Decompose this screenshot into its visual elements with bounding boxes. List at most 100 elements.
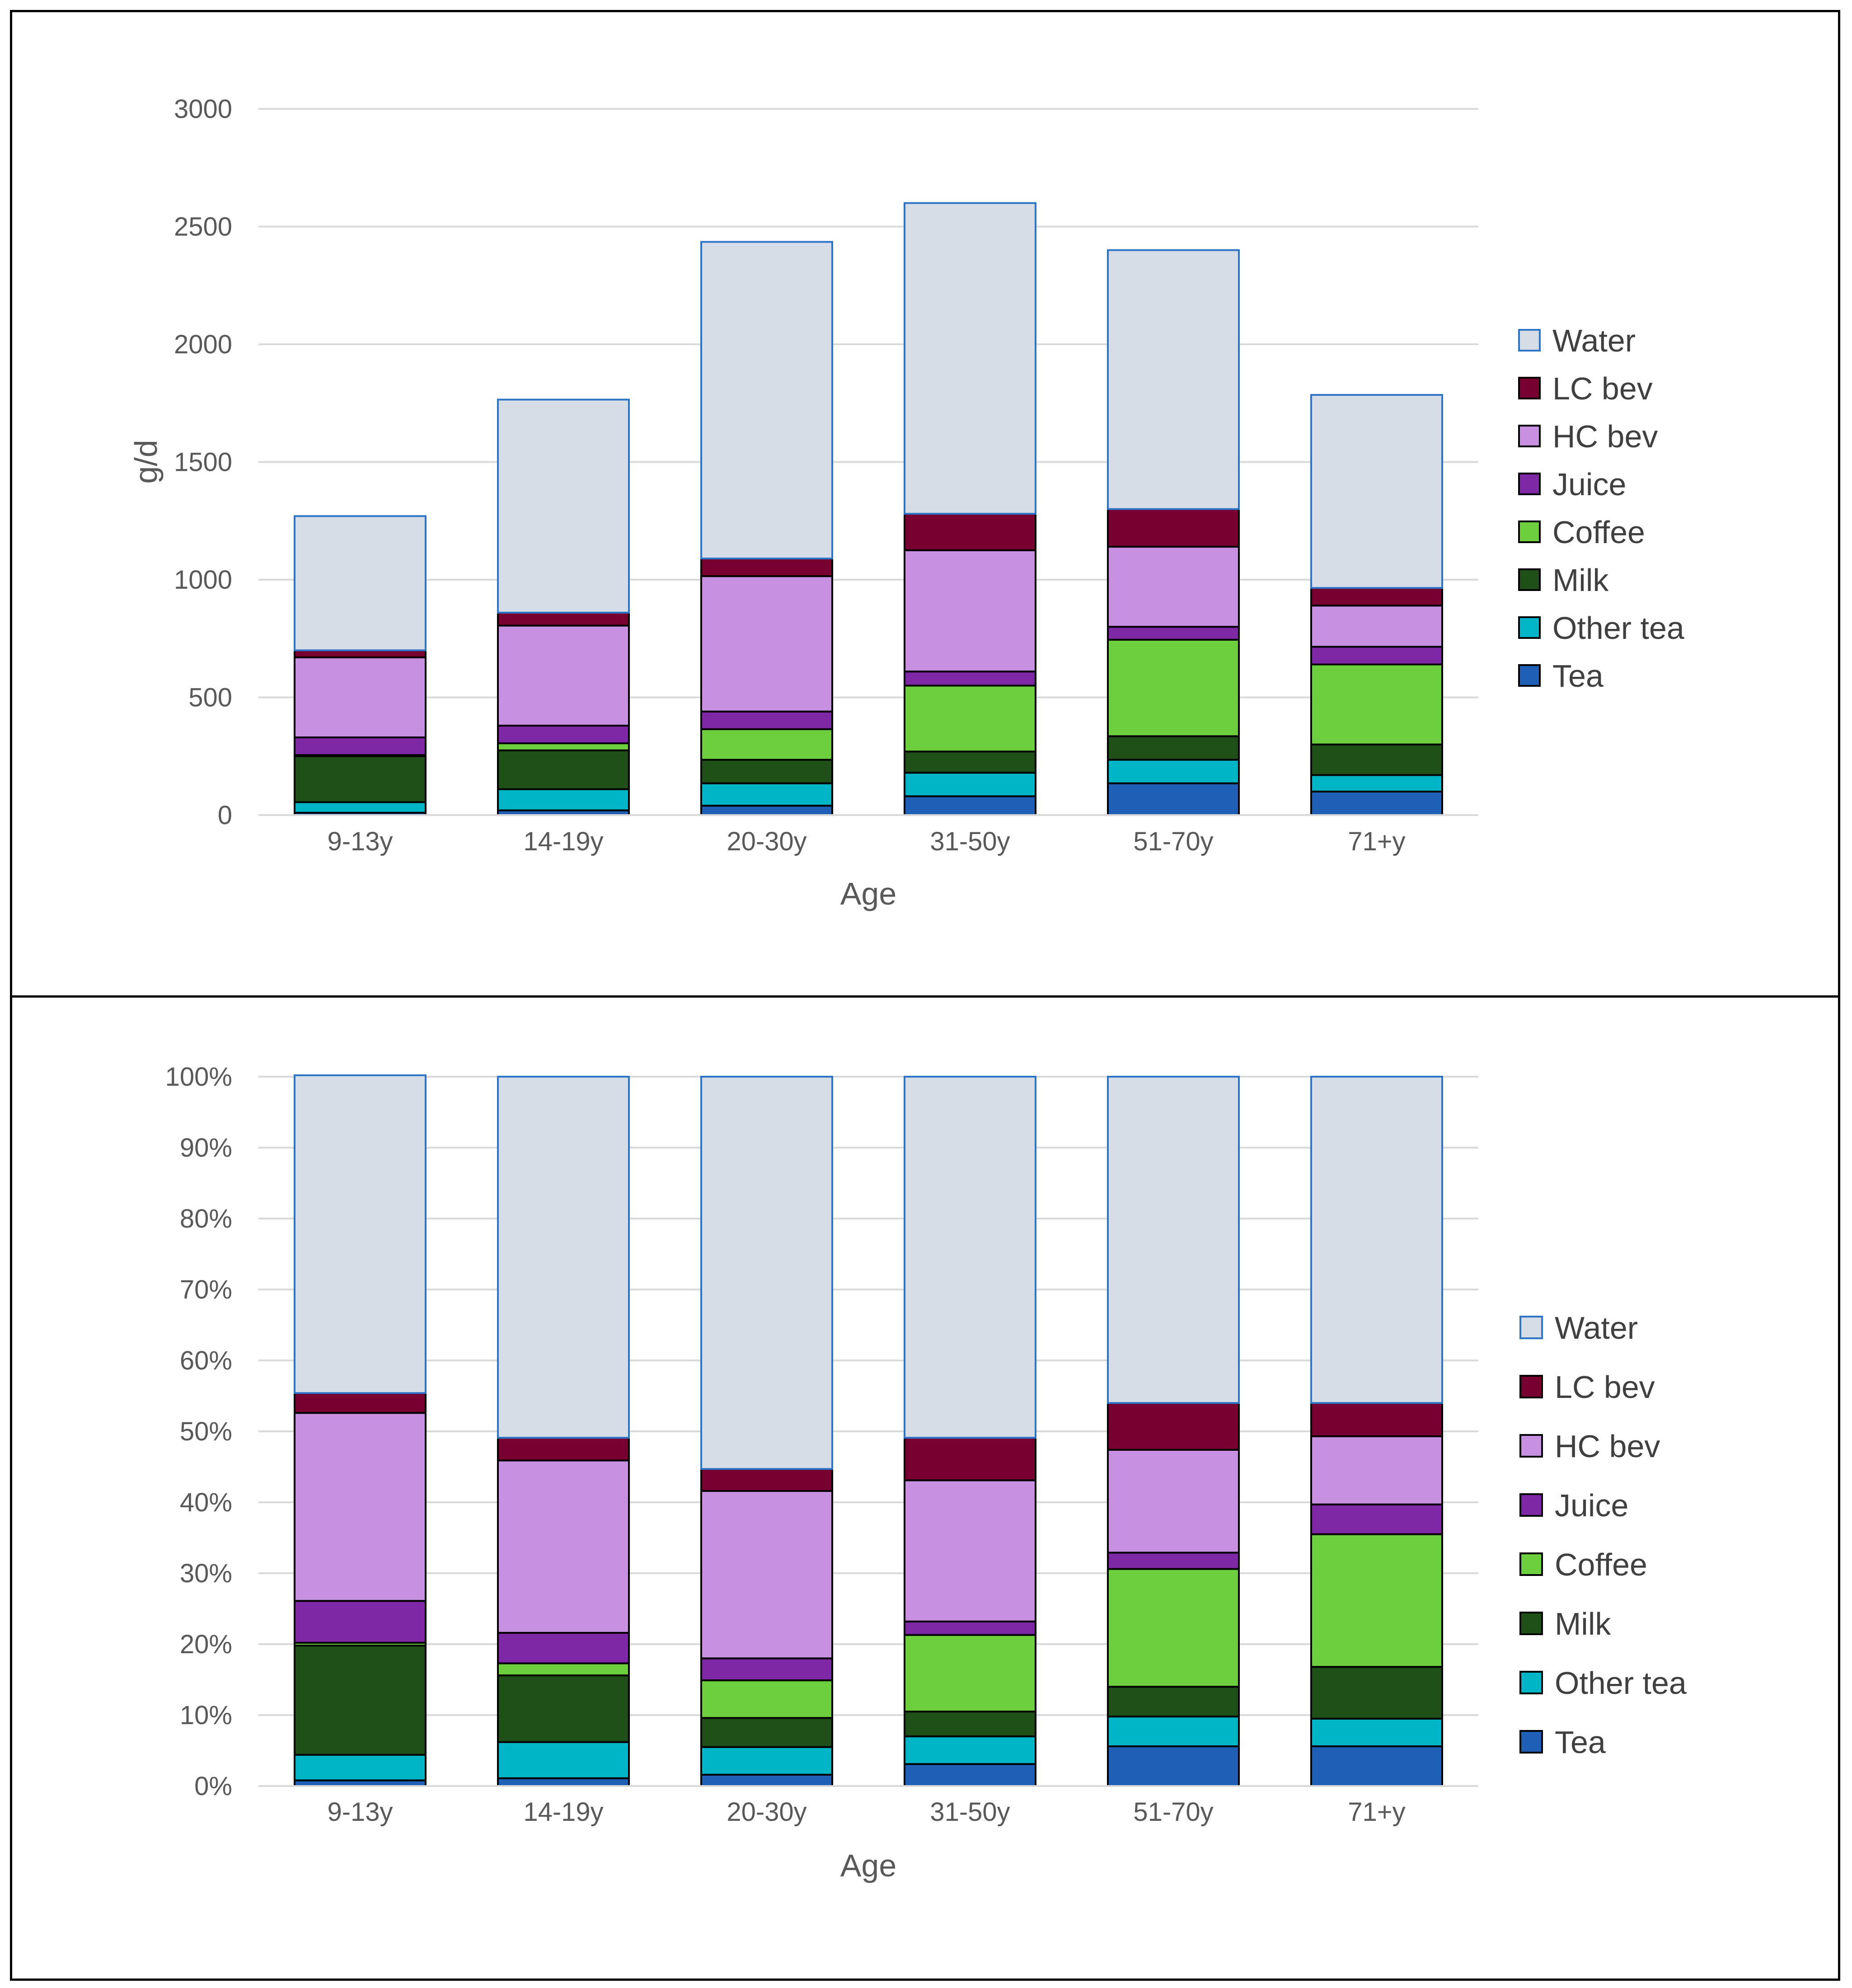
bar-segment-juice-14-19y bbox=[497, 1632, 630, 1664]
bar-segment-lc-bev-20-30y bbox=[700, 1468, 833, 1492]
x-tick-label: 31-50y bbox=[930, 827, 1010, 856]
bar-segment-lc-bev-20-30y bbox=[700, 558, 833, 577]
bar-segment-other-tea-20-30y bbox=[700, 1746, 833, 1776]
legend-swatch-other-tea bbox=[1519, 1671, 1543, 1694]
legend-label-other-tea: Other tea bbox=[1552, 610, 1684, 646]
bar-segment-milk-9-13y bbox=[294, 1645, 427, 1756]
bar-segment-tea-51-70y bbox=[1107, 782, 1240, 816]
bar-segment-hc-bev-51-70y bbox=[1107, 546, 1240, 628]
bar-segment-other-tea-71-y bbox=[1310, 1717, 1443, 1748]
legend-swatch-water bbox=[1518, 329, 1541, 352]
bar-segment-hc-bev-9-13y bbox=[294, 1412, 427, 1602]
bar-segment-tea-20-30y bbox=[700, 1773, 833, 1787]
legend-swatch-coffee bbox=[1519, 1552, 1543, 1576]
bar-segment-lc-bev-9-13y bbox=[294, 1392, 427, 1414]
legend-swatch-tea bbox=[1519, 1730, 1543, 1754]
bar-segment-other-tea-71-y bbox=[1310, 774, 1443, 792]
bar-segment-coffee-71-y bbox=[1310, 1533, 1443, 1668]
x-tick-label: 20-30y bbox=[727, 1797, 806, 1827]
bar-segment-milk-51-70y bbox=[1107, 735, 1240, 761]
bar-segment-milk-20-30y bbox=[700, 759, 833, 784]
bar-segment-water-31-50y bbox=[904, 202, 1036, 515]
bar-segment-milk-71-y bbox=[1310, 743, 1443, 776]
bar-segment-other-tea-51-70y bbox=[1107, 1716, 1240, 1748]
bar-segment-other-tea-14-19y bbox=[497, 1741, 630, 1779]
bar-segment-hc-bev-20-30y bbox=[700, 1490, 833, 1660]
y-tick-label: 100% bbox=[165, 1062, 232, 1092]
bar-segment-milk-14-19y bbox=[497, 1674, 630, 1743]
y-tick-label: 50% bbox=[180, 1417, 232, 1446]
bar-segment-juice-31-50y bbox=[904, 1620, 1036, 1636]
bar-segment-other-tea-14-19y bbox=[497, 788, 630, 811]
x-axis-title: Age bbox=[840, 1848, 897, 1883]
x-tick-label: 9-13y bbox=[327, 827, 393, 856]
bar-segment-coffee-71-y bbox=[1310, 663, 1443, 746]
legend-swatch-tea bbox=[1518, 664, 1541, 687]
bar-segment-lc-bev-71-y bbox=[1310, 587, 1443, 607]
legend-swatch-milk bbox=[1519, 1612, 1543, 1635]
legend-swatch-juice bbox=[1518, 473, 1541, 495]
x-tick-label: 20-30y bbox=[727, 827, 806, 856]
bar-segment-milk-31-50y bbox=[904, 750, 1036, 774]
bar-segment-juice-20-30y bbox=[700, 1657, 833, 1682]
bar-segment-water-71-y bbox=[1310, 1076, 1443, 1404]
bar-segment-water-14-19y bbox=[497, 399, 630, 614]
y-tick-label: 1500 bbox=[174, 448, 232, 477]
legend-label-water: Water bbox=[1555, 1310, 1638, 1346]
bar-segment-milk-31-50y bbox=[904, 1711, 1036, 1738]
y-tick-label: 2000 bbox=[174, 330, 232, 359]
y-tick-label: 20% bbox=[180, 1630, 232, 1659]
x-tick-label: 71+y bbox=[1348, 827, 1405, 856]
legend-swatch-other-tea bbox=[1518, 616, 1541, 639]
x-tick-label: 14-19y bbox=[523, 827, 603, 856]
y-tick-label: 60% bbox=[180, 1346, 232, 1375]
percent-intake-chart: 0% 10% 20% 30% 40% 50% 60% 70% 80% 90% 100% 9-13y 14… bbox=[165, 1062, 1687, 1883]
legend-swatch-hc-bev bbox=[1518, 425, 1541, 447]
bar-segment-juice-9-13y bbox=[294, 1600, 427, 1644]
bar-segment-milk-71-y bbox=[1310, 1666, 1443, 1720]
bar-segment-juice-9-13y bbox=[294, 736, 427, 756]
bar-segment-other-tea-31-50y bbox=[904, 1735, 1036, 1765]
legend-label-milk: Milk bbox=[1552, 563, 1609, 598]
legend-swatch-hc-bev bbox=[1519, 1434, 1543, 1458]
percent-intake-chart-panel: 0% 10% 20% 30% 40% 50% 60% 70% 80% 90% 100% 9-13y 14… bbox=[10, 995, 1840, 1981]
bar-segment-other-tea-51-70y bbox=[1107, 759, 1240, 784]
bar-segment-coffee-14-19y bbox=[497, 742, 630, 751]
legend-label-lc-bev: LC bev bbox=[1552, 371, 1653, 406]
bar-segment-other-tea-31-50y bbox=[904, 772, 1036, 797]
bar-segment-hc-bev-31-50y bbox=[904, 549, 1036, 673]
x-tick-label: 51-70y bbox=[1133, 1797, 1213, 1827]
x-tick-label: 14-19y bbox=[523, 1797, 603, 1827]
bar-segment-tea-71-y bbox=[1310, 1745, 1443, 1787]
y-tick-label: 3000 bbox=[174, 94, 232, 124]
bar-segment-water-14-19y bbox=[497, 1076, 630, 1439]
bar-segment-tea-31-50y bbox=[904, 795, 1036, 816]
bar-segment-juice-71-y bbox=[1310, 646, 1443, 666]
bar-segment-coffee-20-30y bbox=[700, 728, 833, 761]
bar-segment-milk-9-13y bbox=[294, 755, 427, 803]
bar-segment-juice-14-19y bbox=[497, 725, 630, 745]
bar-segment-coffee-51-70y bbox=[1107, 638, 1240, 737]
bar-segment-hc-bev-14-19y bbox=[497, 1459, 630, 1634]
bar-segment-water-9-13y bbox=[294, 515, 427, 652]
bar-segment-tea-31-50y bbox=[904, 1763, 1036, 1787]
legend-swatch-lc-bev bbox=[1518, 377, 1541, 399]
bar-segment-lc-bev-9-13y bbox=[294, 649, 427, 658]
bar-segment-water-20-30y bbox=[700, 1076, 833, 1470]
legend-swatch-milk bbox=[1518, 568, 1541, 591]
legend-label-tea: Tea bbox=[1552, 658, 1604, 694]
bar-segment-lc-bev-31-50y bbox=[904, 1437, 1036, 1482]
legend-label-coffee: Coffee bbox=[1552, 515, 1645, 550]
bar-segment-water-71-y bbox=[1310, 394, 1443, 589]
y-tick-label: 30% bbox=[180, 1559, 232, 1588]
bar-segment-lc-bev-51-70y bbox=[1107, 1402, 1240, 1451]
bar-segment-juice-51-70y bbox=[1107, 1552, 1240, 1570]
bar-segment-hc-bev-20-30y bbox=[700, 575, 833, 713]
x-tick-label: 51-70y bbox=[1133, 827, 1213, 856]
y-tick-label: 0% bbox=[194, 1772, 232, 1801]
bar-segment-tea-14-19y bbox=[497, 1777, 630, 1787]
y-tick-label: 80% bbox=[180, 1204, 232, 1233]
bar-segment-coffee-20-30y bbox=[700, 1679, 833, 1719]
bar-segment-water-20-30y bbox=[700, 241, 833, 560]
bar-segment-lc-bev-14-19y bbox=[497, 611, 630, 627]
